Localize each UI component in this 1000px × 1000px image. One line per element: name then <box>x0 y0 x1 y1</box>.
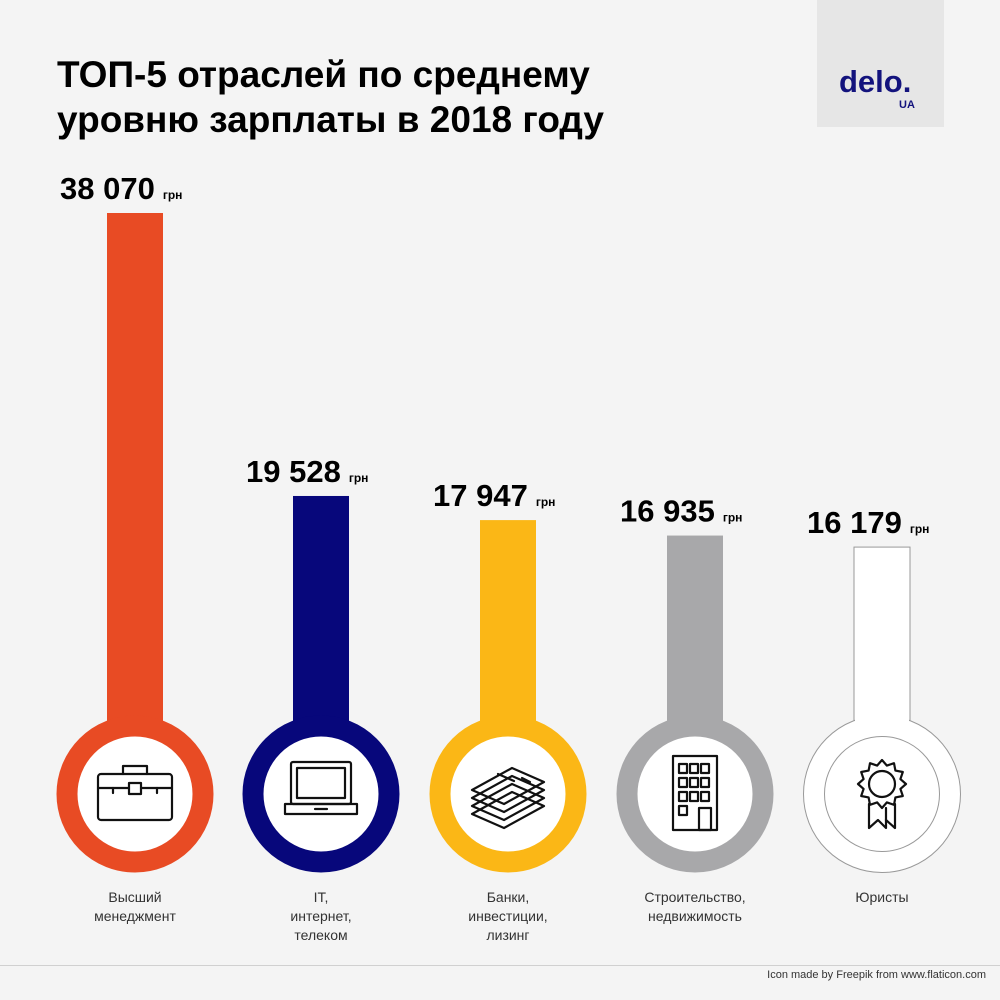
value-number: 17 947 <box>433 478 528 513</box>
value-label-4: 16 935 грн <box>620 494 742 529</box>
bar-seam-cover-5 <box>855 714 909 727</box>
bar-4 <box>667 535 723 728</box>
value-number: 16 179 <box>807 505 902 540</box>
briefcase-icon <box>96 764 174 822</box>
value-number: 19 528 <box>246 454 341 489</box>
bar-ring-4 <box>616 715 774 873</box>
category-label-5-line-1: Юристы <box>855 889 908 905</box>
chart-title: ТОП-5 отраслей по среднему уровню зарпла… <box>57 52 604 142</box>
bar-3 <box>480 520 536 728</box>
category-label-3-line-2: инвестиции, <box>468 908 547 924</box>
award-ribbon-icon <box>856 758 908 830</box>
bar-group-5: 16 179 грн Юристы <box>803 505 961 905</box>
title-line-1: ТОП-5 отраслей по среднему <box>57 54 590 95</box>
category-label-3-line-3: лизинг <box>486 927 529 943</box>
salary-bar-chart: 38 070 грн Высший менеджмент 19 528 грн IT, инт… <box>56 171 961 943</box>
value-label-1: 38 070 грн <box>60 171 182 206</box>
category-label-2-line-1: IT, <box>314 889 329 905</box>
bar-5 <box>853 546 911 729</box>
bar-ring-5 <box>803 715 961 873</box>
brand-logo[interactable]: delo. UA <box>817 0 944 127</box>
category-label-3-line-1: Банки, <box>487 889 530 905</box>
building-icon <box>671 754 719 832</box>
bar-2 <box>293 495 349 728</box>
value-unit: грн <box>349 471 369 485</box>
category-label-4-line-1: Строительство, <box>644 889 745 905</box>
footer-divider <box>0 965 1000 966</box>
category-label-1-line-2: менеджмент <box>94 908 176 924</box>
value-label-3: 17 947 грн <box>433 478 555 513</box>
bar-ring-2 <box>242 715 400 873</box>
icon-credit: Icon made by Freepik from www.flaticon.c… <box>767 969 986 981</box>
value-unit: грн <box>163 188 183 202</box>
category-label-4-line-2: недвижимость <box>648 908 742 924</box>
value-number: 38 070 <box>60 171 155 206</box>
bar-1 <box>107 213 163 728</box>
category-label-2-line-2: интернет, <box>290 908 351 924</box>
category-label-1-line-1: Высший <box>108 889 161 905</box>
value-number: 16 935 <box>620 494 715 529</box>
bar-ring-outline-inner-5 <box>824 736 940 852</box>
title-line-2: уровню зарплаты в 2018 году <box>57 99 604 140</box>
value-label-2: 19 528 грн <box>246 454 368 489</box>
bar-group-4: 16 935 грн Строительство, недвижимость <box>616 494 774 924</box>
bar-group-3: 17 947 грн Банки, инвестиции, лизинг <box>429 478 587 943</box>
bar-group-1: 38 070 грн Высший менеджмент <box>56 171 214 924</box>
money-stack-icon <box>470 766 546 830</box>
value-unit: грн <box>910 522 930 536</box>
value-unit: грн <box>723 511 743 525</box>
laptop-icon <box>283 760 359 816</box>
logo-text: delo. <box>839 64 912 99</box>
category-label-2-line-3: телеком <box>294 927 347 943</box>
bar-group-2: 19 528 грн IT, интернет, телеком <box>242 454 400 943</box>
value-label-5: 16 179 грн <box>807 505 929 540</box>
value-unit: грн <box>536 495 556 509</box>
logo-subtext: UA <box>899 99 915 111</box>
